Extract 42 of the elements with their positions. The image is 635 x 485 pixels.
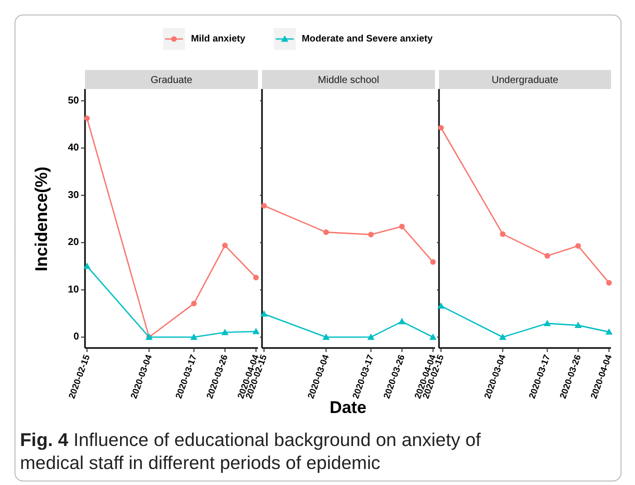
y-tick-label: 50	[68, 95, 80, 106]
chart-title: Undergraduate	[492, 75, 559, 86]
point	[253, 274, 259, 280]
point	[437, 302, 445, 309]
y-tick-label: 30	[68, 190, 80, 201]
chart-title: Middle school	[318, 75, 380, 86]
point	[221, 328, 229, 336]
point	[84, 116, 90, 122]
point	[429, 334, 437, 340]
point	[575, 243, 581, 249]
text: Fig. 4 Influence of educational background on anxiety of medical staff in different periods of epidemic	[20, 429, 481, 473]
point	[83, 262, 91, 269]
y-tick-label: 40	[68, 142, 80, 154]
point	[322, 334, 330, 340]
point	[398, 318, 406, 324]
point	[260, 310, 268, 317]
point	[544, 320, 551, 326]
point	[399, 224, 405, 230]
point	[574, 322, 582, 328]
point	[500, 231, 506, 237]
point	[261, 202, 267, 209]
point	[430, 259, 436, 265]
point	[499, 334, 506, 340]
point	[606, 280, 612, 286]
y-tick-label: 10	[68, 284, 80, 296]
x-axis-title: Date	[330, 398, 366, 417]
point	[190, 334, 198, 340]
point	[438, 124, 444, 131]
y-tick-label: 0	[73, 332, 80, 343]
point	[323, 229, 329, 236]
y-axis-title: Incidence(%)	[32, 166, 51, 272]
point	[367, 334, 375, 340]
y-tick-label: 20	[68, 237, 80, 248]
point	[191, 300, 197, 306]
point	[368, 232, 374, 238]
legend-label: Mild anxiety	[190, 34, 246, 44]
point	[252, 328, 260, 334]
legend-label: Moderate and Severe anxiety	[302, 34, 434, 44]
point	[544, 253, 550, 259]
chart-title: Graduate	[150, 75, 193, 86]
point	[605, 328, 613, 335]
point	[222, 242, 228, 248]
